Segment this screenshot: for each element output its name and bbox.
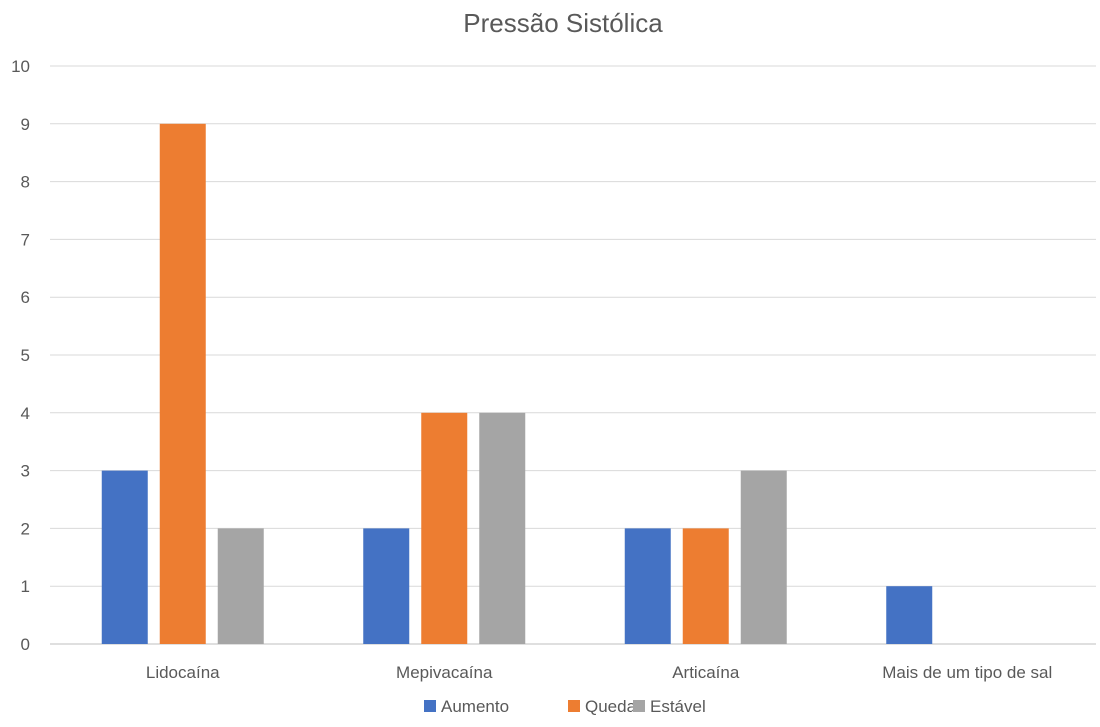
gridlines: [50, 65, 1096, 645]
legend-label: Estável: [650, 697, 706, 716]
bar-aumento-1: [363, 528, 410, 644]
bar-aumento-0: [101, 470, 148, 644]
y-tick-label: 6: [21, 288, 30, 307]
legend-swatch-aumento: [424, 700, 436, 712]
bar-estável-2: [740, 470, 787, 644]
x-category-label: Lidocaína: [146, 663, 220, 682]
x-category-label: Mais de um tipo de sal: [882, 663, 1052, 682]
y-tick-label: 4: [21, 404, 30, 423]
x-axis-category-labels: Lidocaína Mepivacaína Articaína Mais de um …: [146, 663, 1052, 682]
y-tick-label: 5: [21, 346, 30, 365]
x-category-label: Mepivacaína: [396, 663, 493, 682]
legend-label: Aumento: [441, 697, 509, 716]
bar-aumento-2: [624, 528, 671, 644]
y-tick-label: 3: [21, 462, 30, 481]
y-tick-label: 1: [21, 577, 30, 596]
bar-estável-1: [479, 412, 526, 644]
y-tick-label: 10: [11, 57, 30, 76]
legend-label: Queda: [585, 697, 637, 716]
y-tick-label: 2: [21, 519, 30, 538]
legend: Aumento Queda Estável: [424, 697, 706, 716]
bar-queda-2: [682, 528, 729, 644]
bar-aumento-3: [886, 586, 933, 644]
y-tick-label: 7: [21, 230, 30, 249]
y-axis-tick-labels: 0 1 2 3 4 5 6 7 8 9 10: [11, 57, 30, 654]
bar-queda-1: [421, 412, 468, 644]
bars: [101, 123, 933, 645]
bar-queda-0: [159, 123, 206, 645]
y-tick-label: 0: [21, 635, 30, 654]
x-category-label: Articaína: [672, 663, 740, 682]
bar-estável-0: [217, 528, 264, 644]
chart-title: Pressão Sistólica: [463, 8, 663, 38]
y-tick-label: 8: [21, 173, 30, 192]
legend-swatch-estável: [633, 700, 645, 712]
y-tick-label: 9: [21, 115, 30, 134]
legend-swatch-queda: [568, 700, 580, 712]
